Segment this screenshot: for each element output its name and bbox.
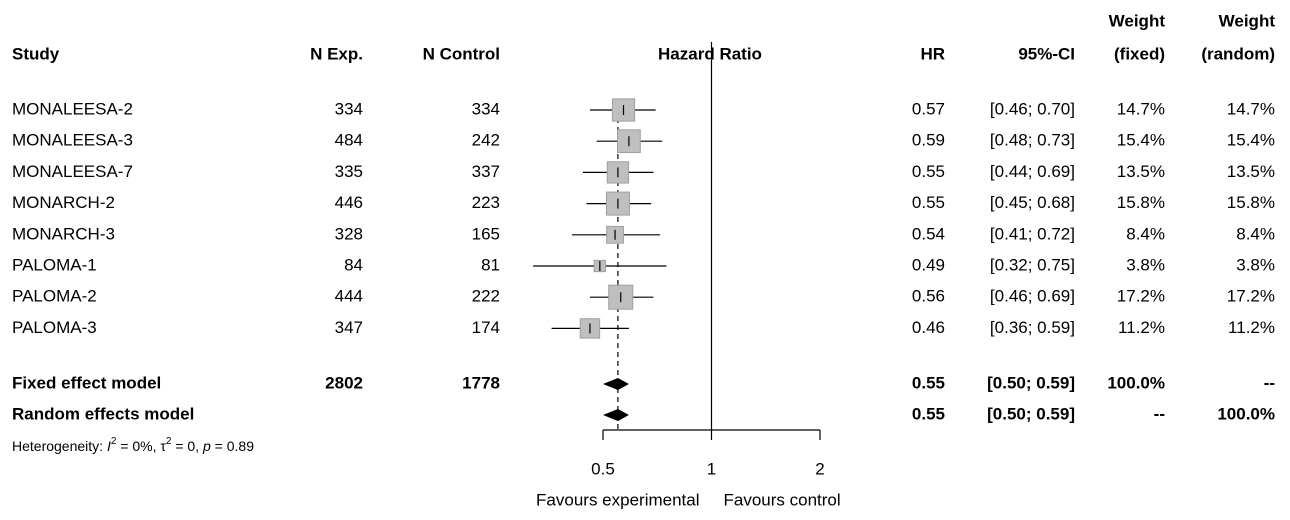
weight-random: 15.8% bbox=[1227, 193, 1275, 212]
ci-value: [0.48; 0.73] bbox=[990, 131, 1075, 150]
n-exp: 484 bbox=[335, 131, 363, 150]
weight-random: 8.4% bbox=[1236, 224, 1275, 243]
weight-fixed: 17.2% bbox=[1117, 287, 1165, 306]
weight-random: 11.2% bbox=[1228, 318, 1275, 337]
ci-value: [0.32; 0.75] bbox=[990, 255, 1075, 274]
hr-value: 0.54 bbox=[912, 224, 945, 243]
row-label: MONALEESA-2 bbox=[12, 99, 133, 118]
ci-value: [0.50; 0.59] bbox=[987, 373, 1075, 392]
header: (random) bbox=[1201, 44, 1275, 63]
ci-value: [0.41; 0.72] bbox=[990, 224, 1075, 243]
weight-fixed: 14.7% bbox=[1117, 99, 1165, 118]
n-exp: 347 bbox=[335, 318, 363, 337]
ci-value: [0.36; 0.59] bbox=[990, 318, 1075, 337]
heterogeneity-part: 2 bbox=[111, 436, 117, 447]
row-label: PALOMA-1 bbox=[12, 255, 97, 274]
hr-value: 0.55 bbox=[912, 162, 945, 181]
row-label: MONARCH-2 bbox=[12, 193, 115, 212]
n-control: 223 bbox=[472, 193, 500, 212]
weight-random: 15.4% bbox=[1227, 131, 1275, 150]
weight-random: 14.7% bbox=[1227, 99, 1275, 118]
favours-left: Favours experimental bbox=[536, 490, 699, 509]
n-exp: 328 bbox=[335, 224, 363, 243]
hr-value: 0.57 bbox=[912, 99, 945, 118]
header: Weight bbox=[1109, 11, 1166, 30]
weight-fixed: 8.4% bbox=[1126, 224, 1165, 243]
heterogeneity-part: = 0%, bbox=[116, 438, 160, 454]
n-control: 1778 bbox=[462, 373, 500, 392]
hr-value: 0.55 bbox=[912, 404, 945, 423]
weight-random: 17.2% bbox=[1227, 287, 1275, 306]
weight-fixed: 13.5% bbox=[1117, 162, 1165, 181]
hr-value: 0.56 bbox=[912, 287, 945, 306]
weight-fixed: -- bbox=[1154, 404, 1165, 423]
row-label: PALOMA-3 bbox=[12, 318, 97, 337]
ci-value: [0.45; 0.68] bbox=[990, 193, 1075, 212]
ci-value: [0.44; 0.69] bbox=[990, 162, 1075, 181]
heterogeneity-part: p bbox=[202, 438, 211, 454]
row-label: MONARCH-3 bbox=[12, 224, 115, 243]
x-tick-label: 2 bbox=[815, 459, 824, 478]
n-control: 242 bbox=[472, 131, 500, 150]
n-exp: 444 bbox=[335, 287, 363, 306]
n-control: 174 bbox=[472, 318, 500, 337]
ci-value: [0.46; 0.69] bbox=[990, 287, 1075, 306]
heterogeneity-part: 2 bbox=[166, 436, 172, 447]
ci-value: [0.50; 0.59] bbox=[987, 404, 1075, 423]
n-control: 334 bbox=[472, 99, 500, 118]
n-control: 222 bbox=[472, 287, 500, 306]
weight-random: -- bbox=[1264, 373, 1275, 392]
n-exp: 2802 bbox=[325, 373, 363, 392]
n-exp: 446 bbox=[335, 193, 363, 212]
row-label: PALOMA-2 bbox=[12, 287, 97, 306]
weight-random: 3.8% bbox=[1236, 255, 1275, 274]
n-control: 81 bbox=[481, 255, 500, 274]
header: Weight bbox=[1219, 11, 1276, 30]
heterogeneity-part: I bbox=[107, 438, 111, 454]
header: N Control bbox=[423, 44, 500, 63]
n-exp: 84 bbox=[344, 255, 363, 274]
header: 95%-CI bbox=[1018, 44, 1075, 63]
hr-value: 0.55 bbox=[912, 373, 945, 392]
header: Hazard Ratio bbox=[658, 44, 762, 63]
weight-fixed: 3.8% bbox=[1126, 255, 1165, 274]
header: N Exp. bbox=[310, 44, 363, 63]
hr-value: 0.49 bbox=[912, 255, 945, 274]
weight-fixed: 11.2% bbox=[1118, 318, 1165, 337]
diamond bbox=[603, 378, 629, 390]
header: Study bbox=[12, 44, 60, 63]
row-label: Fixed effect model bbox=[12, 373, 161, 392]
weight-random: 13.5% bbox=[1227, 162, 1275, 181]
weight-fixed: 15.4% bbox=[1117, 131, 1165, 150]
weight-random: 100.0% bbox=[1217, 404, 1275, 423]
n-exp: 334 bbox=[335, 99, 363, 118]
header: HR bbox=[920, 44, 945, 63]
heterogeneity-part: = 0, bbox=[171, 438, 203, 454]
hr-value: 0.46 bbox=[912, 318, 945, 337]
hr-value: 0.59 bbox=[912, 131, 945, 150]
heterogeneity-part: τ bbox=[160, 438, 166, 454]
hr-value: 0.55 bbox=[912, 193, 945, 212]
diamond bbox=[603, 409, 629, 421]
heterogeneity-part: = 0.89 bbox=[211, 438, 254, 454]
row-label: MONALEESA-3 bbox=[12, 131, 133, 150]
row-label: Random effects model bbox=[12, 404, 194, 423]
header: (fixed) bbox=[1114, 44, 1165, 63]
x-tick-label: 0.5 bbox=[591, 459, 615, 478]
n-control: 337 bbox=[472, 162, 500, 181]
weight-fixed: 100.0% bbox=[1107, 373, 1165, 392]
heterogeneity: Heterogeneity: I2 = 0%, τ2 = 0, p = 0.89 bbox=[12, 436, 254, 454]
ci-value: [0.46; 0.70] bbox=[990, 99, 1075, 118]
heterogeneity-part: Heterogeneity: bbox=[12, 438, 107, 454]
row-label: MONALEESA-7 bbox=[12, 162, 133, 181]
favours-right: Favours control bbox=[724, 490, 841, 509]
n-exp: 335 bbox=[335, 162, 363, 181]
x-tick-label: 1 bbox=[707, 459, 716, 478]
n-control: 165 bbox=[472, 224, 500, 243]
weight-fixed: 15.8% bbox=[1117, 193, 1165, 212]
